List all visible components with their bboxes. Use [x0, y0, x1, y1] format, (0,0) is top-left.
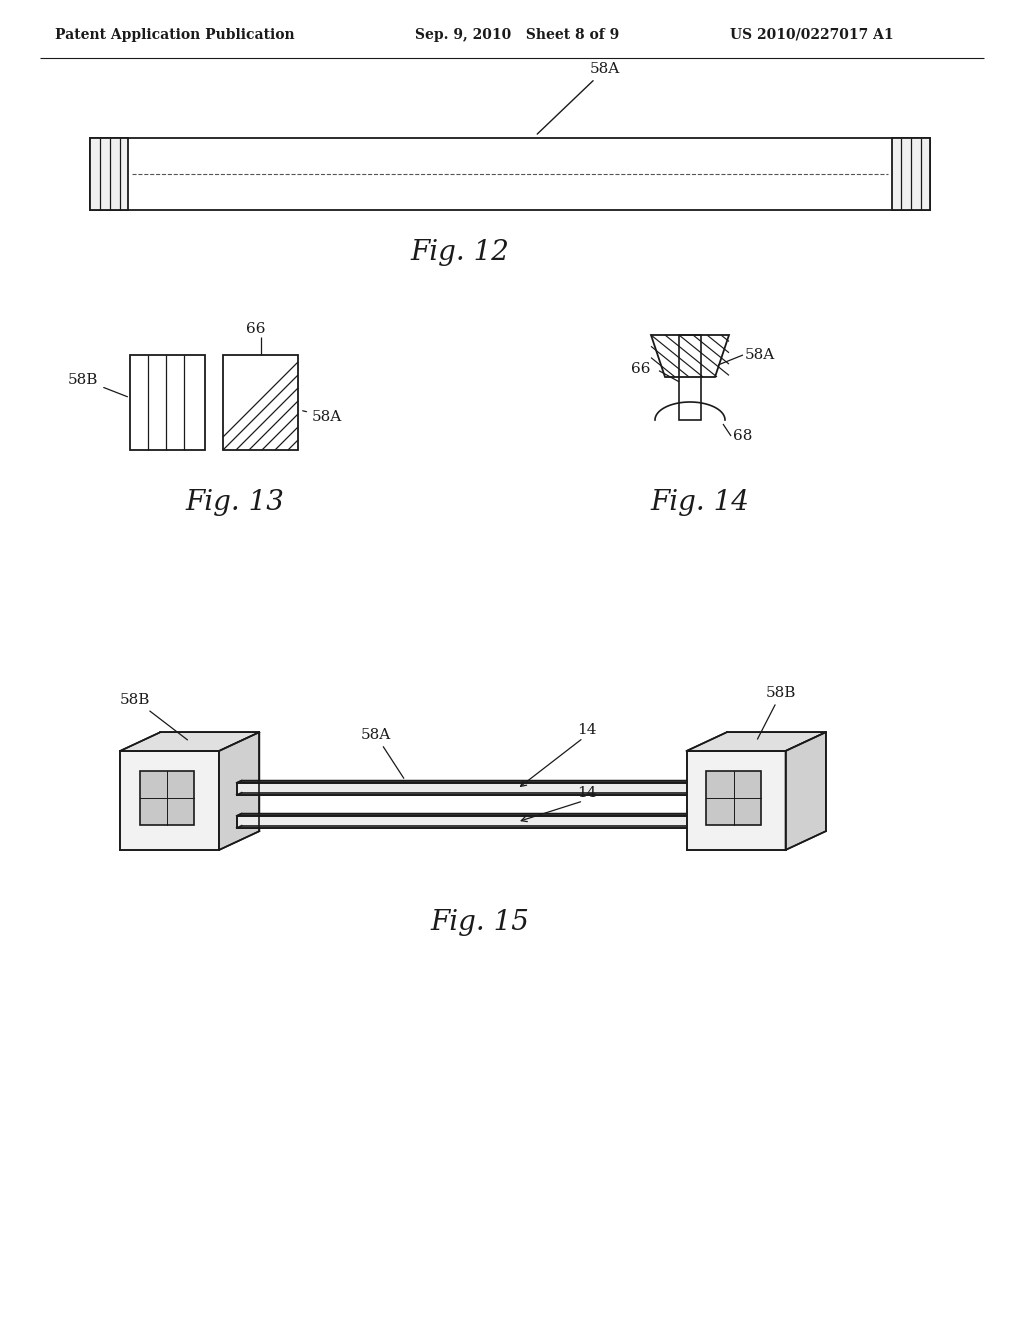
Polygon shape: [785, 733, 826, 850]
Bar: [90, 139, 128, 210]
Text: 58A: 58A: [303, 409, 342, 424]
Bar: [90, 139, 930, 210]
Polygon shape: [237, 813, 710, 816]
Text: 58B: 58B: [120, 693, 187, 741]
Polygon shape: [237, 783, 705, 795]
Text: 68: 68: [733, 429, 753, 444]
Text: US 2010/0227017 A1: US 2010/0227017 A1: [730, 28, 894, 42]
Polygon shape: [707, 771, 761, 825]
Polygon shape: [120, 751, 219, 850]
Text: 58B: 58B: [758, 685, 797, 739]
Polygon shape: [686, 733, 826, 751]
Polygon shape: [237, 816, 705, 828]
Text: 58A: 58A: [745, 348, 775, 362]
Text: Fig. 15: Fig. 15: [430, 909, 529, 936]
Bar: [892, 139, 930, 210]
Text: Fig. 14: Fig. 14: [650, 488, 750, 516]
Text: 58B: 58B: [68, 372, 127, 397]
Polygon shape: [219, 733, 259, 850]
Text: Fig. 12: Fig. 12: [411, 239, 509, 265]
Polygon shape: [237, 780, 710, 783]
Text: 14: 14: [578, 723, 597, 737]
Polygon shape: [120, 733, 259, 751]
Bar: [223, 355, 298, 450]
Bar: [130, 355, 205, 450]
Text: 58A: 58A: [538, 62, 621, 135]
Text: Sep. 9, 2010   Sheet 8 of 9: Sep. 9, 2010 Sheet 8 of 9: [415, 28, 620, 42]
Polygon shape: [686, 751, 785, 850]
Text: 66: 66: [246, 322, 265, 337]
Text: Patent Application Publication: Patent Application Publication: [55, 28, 295, 42]
Polygon shape: [140, 771, 195, 825]
Polygon shape: [705, 780, 710, 795]
Text: 66: 66: [631, 362, 650, 376]
Text: 14: 14: [578, 785, 597, 800]
Text: 58A: 58A: [360, 727, 403, 779]
Polygon shape: [237, 826, 710, 828]
Polygon shape: [237, 793, 710, 795]
Bar: [679, 335, 701, 420]
Text: Fig. 13: Fig. 13: [185, 488, 285, 516]
Polygon shape: [705, 813, 710, 828]
